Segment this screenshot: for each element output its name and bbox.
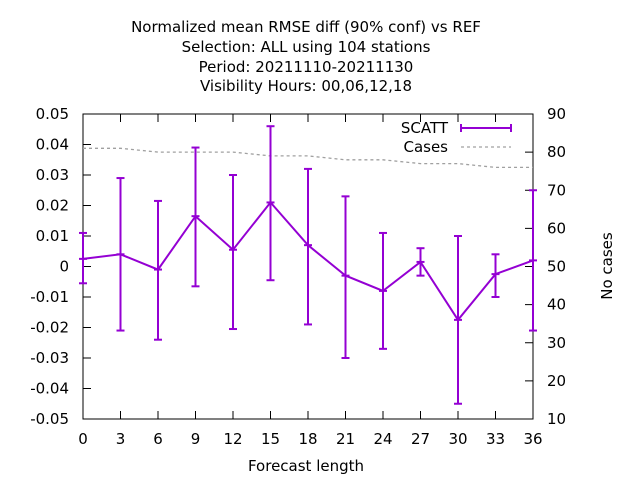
scatt-errorbar xyxy=(266,125,275,282)
scatt-errorbar xyxy=(454,235,462,405)
y2-axis-label: No cases xyxy=(598,232,616,300)
y-axis-right: 90 80 70 60 50 40 30 20 10 xyxy=(525,105,566,428)
scatt-series xyxy=(79,125,537,405)
scatt-errorbar xyxy=(229,174,237,331)
y2-tick-label: 70 xyxy=(547,181,566,199)
legend: SCATT Cases xyxy=(401,119,512,156)
y2-tick-label: 90 xyxy=(547,105,566,123)
y-tick-label: 0 xyxy=(59,258,69,276)
y-tick-label: -0.03 xyxy=(30,349,69,367)
y2-tick-label: 40 xyxy=(547,296,566,314)
legend-label-cases: Cases xyxy=(403,138,448,156)
y2-tick-label: 10 xyxy=(547,410,566,428)
y-tick-label: -0.05 xyxy=(30,410,69,428)
y-tick-label: 0.04 xyxy=(36,136,69,154)
x-tick-label: 12 xyxy=(223,430,242,448)
x-tick-label: 9 xyxy=(191,430,201,448)
scatt-errorbar xyxy=(379,231,387,350)
legend-label-scatt: SCATT xyxy=(401,119,449,137)
chart-title: Normalized mean RMSE diff (90% conf) vs … xyxy=(131,18,481,95)
x-tick-label: 33 xyxy=(486,430,505,448)
x-tick-label: 21 xyxy=(336,430,355,448)
title-line-2: Selection: ALL using 104 stations xyxy=(182,38,431,56)
title-line-3: Period: 20211110-20211130 xyxy=(199,58,414,76)
x-tick-label: 15 xyxy=(261,430,280,448)
y-tick-label: 0.03 xyxy=(36,166,69,184)
y2-tick-label: 50 xyxy=(547,258,566,276)
x-axis-label: Forecast length xyxy=(248,457,364,475)
y-tick-label: -0.02 xyxy=(30,319,69,337)
x-tick-label: 18 xyxy=(298,430,317,448)
x-tick-label: 3 xyxy=(116,430,126,448)
x-tick-label: 27 xyxy=(411,430,430,448)
scatt-errorbar xyxy=(154,199,162,341)
title-line-4: Visibility Hours: 00,06,12,18 xyxy=(200,77,412,95)
y-tick-label: -0.01 xyxy=(30,288,69,306)
y-tick-label: 0.01 xyxy=(36,227,69,245)
x-axis: 0 3 6 9 12 15 18 21 24 27 30 33 36 xyxy=(78,114,543,448)
scatt-errorbar xyxy=(416,247,425,277)
y-tick-label: -0.04 xyxy=(30,380,69,398)
x-tick-label: 30 xyxy=(448,430,467,448)
x-tick-label: 36 xyxy=(523,430,542,448)
y-tick-label: 0.05 xyxy=(36,105,69,123)
scatt-errorbar xyxy=(491,253,500,298)
title-line-1: Normalized mean RMSE diff (90% conf) vs … xyxy=(131,18,481,36)
y-axis-left: 0.05 0.04 0.03 0.02 0.01 0 -0.01 -0.02 -0.03 -0.0… xyxy=(30,105,91,428)
x-tick-label: 24 xyxy=(373,430,392,448)
cases-line xyxy=(83,147,533,169)
scatt-errorbar xyxy=(529,189,537,332)
scatt-errorbar xyxy=(304,167,312,326)
x-tick-label: 6 xyxy=(153,430,163,448)
scatt-errorbar xyxy=(341,195,350,359)
y2-tick-label: 80 xyxy=(547,143,566,161)
scatt-errorbar xyxy=(79,231,87,285)
cases-series xyxy=(83,147,533,169)
x-tick-label: 0 xyxy=(78,430,88,448)
y2-tick-label: 60 xyxy=(547,219,566,237)
y2-tick-label: 30 xyxy=(547,334,566,352)
scatt-errorbar xyxy=(116,177,125,332)
y-tick-label: 0.02 xyxy=(36,197,69,215)
scatt-errorbar xyxy=(191,146,200,288)
y2-tick-label: 20 xyxy=(547,372,566,390)
